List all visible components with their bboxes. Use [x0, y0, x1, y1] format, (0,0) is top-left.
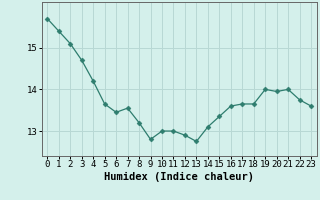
- X-axis label: Humidex (Indice chaleur): Humidex (Indice chaleur): [104, 172, 254, 182]
